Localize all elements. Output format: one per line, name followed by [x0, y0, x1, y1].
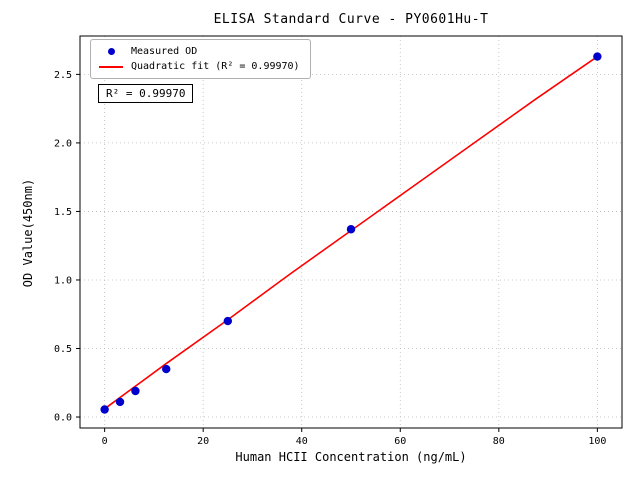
x-tick-label: 20 — [197, 436, 209, 447]
legend: Measured OD Quadratic fit (R² = 0.99970) — [90, 39, 311, 79]
scatter-marker-icon — [107, 48, 115, 55]
data-point — [593, 52, 602, 61]
x-axis-label: Human HCII Concentration (ng/mL) — [235, 450, 467, 464]
y-tick-label: 1.5 — [54, 207, 72, 218]
x-tick-label: 80 — [493, 436, 505, 447]
data-point — [162, 364, 171, 374]
y-tick-label: 0.0 — [54, 413, 72, 424]
legend-marker-cell — [97, 48, 125, 55]
chart-title: ELISA Standard Curve - PY0601Hu-T — [213, 12, 489, 27]
y-tick-label: 0.5 — [54, 344, 72, 355]
legend-label-measured-od: Measured OD — [131, 46, 198, 57]
y-tick-label: 2.5 — [54, 70, 72, 81]
line-marker-icon — [99, 65, 123, 68]
x-tick-label: 100 — [588, 436, 606, 447]
x-tick-label: 40 — [296, 436, 308, 447]
data-point — [346, 225, 356, 234]
data-point — [131, 386, 140, 396]
legend-marker-cell — [97, 65, 125, 68]
legend-label-quadratic-fit: Quadratic fit (R² = 0.99970) — [131, 61, 300, 72]
data-point — [223, 316, 233, 326]
legend-item-quadratic-fit: Quadratic fit (R² = 0.99970) — [97, 59, 300, 74]
data-point — [100, 405, 109, 414]
x-tick-label: 0 — [102, 436, 108, 447]
y-tick-label: 2.0 — [54, 138, 72, 149]
legend-item-measured-od: Measured OD — [97, 44, 300, 59]
x-tick-label: 60 — [394, 436, 406, 447]
plot-border — [79, 35, 623, 429]
data-point — [115, 397, 125, 407]
y-tick-label: 1.0 — [54, 275, 72, 286]
r-squared-annotation: R² = 0.99970 — [98, 84, 194, 103]
y-axis-label: OD Value(450nm) — [21, 178, 35, 288]
